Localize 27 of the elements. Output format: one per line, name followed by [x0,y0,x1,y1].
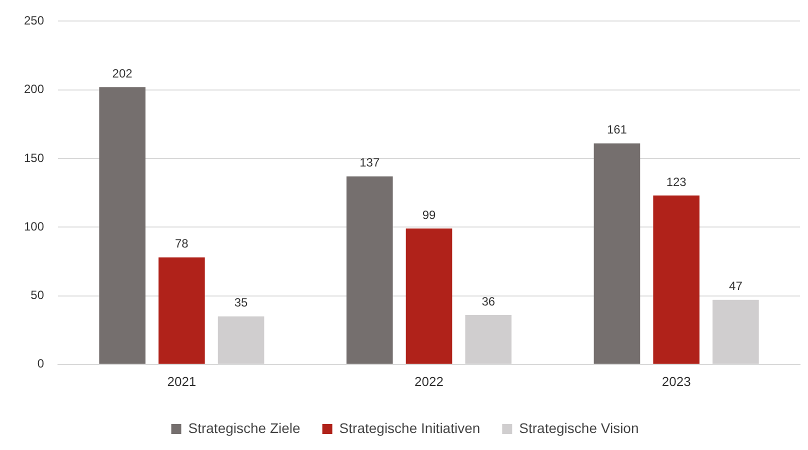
y-tick-label: 0 [37,356,44,371]
y-tick-label: 150 [24,150,44,165]
data-label: 123 [666,174,687,189]
data-label: 161 [606,122,628,137]
legend-label: Strategische Ziele [188,420,301,436]
data-label: 78 [175,236,189,251]
y-tick-label: 100 [24,219,44,234]
bar [99,87,146,364]
x-tick-label: 2021 [167,374,196,389]
bar [653,196,700,364]
legend-label: Strategische Initiativen [339,420,480,436]
x-tick-label: 2022 [414,374,444,389]
data-label: 202 [112,66,133,80]
bar [406,228,452,364]
data-label: 36 [482,294,496,308]
y-tick-label: 250 [24,14,44,28]
y-tick-label: 200 [24,82,44,96]
y-tick-label: 50 [30,288,44,302]
bar [158,257,205,364]
data-label: 137 [360,156,380,170]
data-label: 47 [729,279,743,294]
data-label: 35 [234,296,248,310]
bar [594,143,640,364]
data-label: 99 [422,208,436,222]
legend-label: Strategische Vision [519,420,639,436]
bar [346,176,393,364]
x-tick-label: 2023 [662,374,691,389]
